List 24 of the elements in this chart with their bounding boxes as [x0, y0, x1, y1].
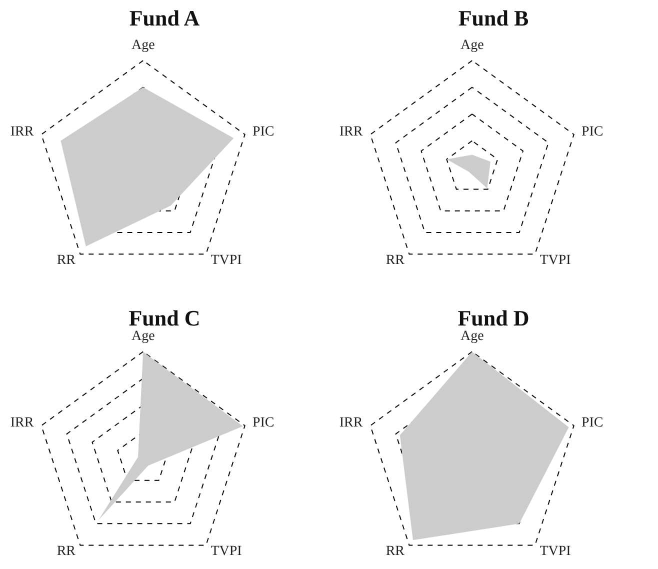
spoke-label: IRR — [10, 124, 34, 140]
spoke-label: TVPI — [210, 253, 242, 268]
spoke-label: RR — [56, 253, 76, 268]
spoke-label: IRR — [339, 416, 364, 431]
spoke-label: PIC — [252, 416, 274, 431]
spoke-label: PIC — [252, 124, 274, 140]
spoke-label: RR — [386, 544, 406, 560]
chart-title: Fund A — [129, 6, 200, 30]
spoke-label: IRR — [339, 124, 364, 140]
chart-title: Fund D — [458, 306, 530, 330]
spoke-label: Age — [131, 329, 155, 344]
chart-title: Fund C — [128, 306, 200, 330]
spoke-label: IRR — [10, 416, 34, 431]
chart-title: Fund B — [458, 6, 529, 30]
spoke-label: TVPI — [540, 253, 572, 268]
spoke-label: TVPI — [210, 544, 242, 560]
spoke-label: PIC — [581, 124, 604, 140]
spoke-label: RR — [386, 253, 406, 268]
spoke-label: PIC — [581, 416, 604, 431]
spoke-label: Age — [460, 38, 484, 54]
spoke-label: RR — [56, 544, 76, 560]
spoke-label: Age — [460, 329, 484, 344]
spoke-label: TVPI — [540, 544, 572, 560]
spoke-label: Age — [131, 38, 155, 54]
